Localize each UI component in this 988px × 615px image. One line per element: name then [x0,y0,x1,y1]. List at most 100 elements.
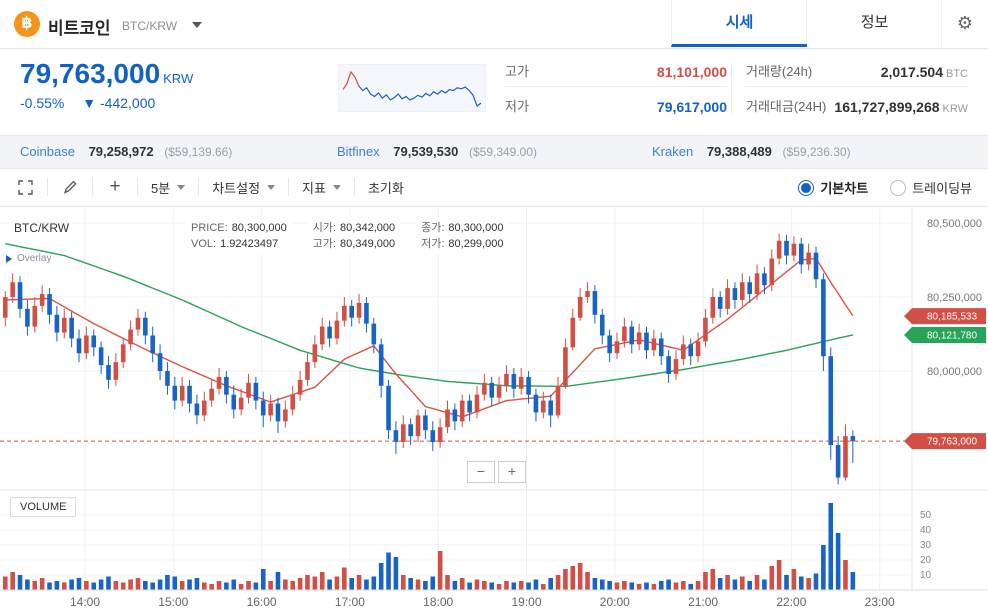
svg-text:15:00: 15:00 [158,595,188,609]
low-val: 80,299,000 [448,238,504,250]
chart-settings-dropdown[interactable]: 차트설정 [208,178,279,197]
turnover24h-unit: KRW [942,103,968,115]
toolbar-divider [92,178,93,196]
zoom-out-button[interactable]: − [467,461,495,483]
open-val: 80,342,000 [340,222,396,234]
svg-text:80,500,000: 80,500,000 [927,218,982,230]
chart-toolbar: + 5분 차트설정 지표 초기화 기본차트 트레이딩뷰 [0,168,988,207]
ohlc-close-low: 종가: 80,300,000 저가: 80,299,000 [415,218,510,254]
ohlc-open-high: 시가: 80,342,000 고가: 80,349,000 [306,218,402,254]
svg-text:20: 20 [920,555,932,566]
low-label: 저가 [505,99,529,114]
reset-button[interactable]: 초기화 [367,180,404,196]
high-label: 고가: [312,238,337,250]
vol-val: 1.92423497 [220,238,279,250]
bitcoin-icon: ฿ [14,11,40,37]
svg-text:40: 40 [920,525,932,536]
exchange-usd: ($59,139.66) [164,145,233,159]
exchange-price: 79,539,530 [393,144,459,159]
svg-text:30: 30 [920,540,932,551]
overlay-marker-icon [6,254,12,263]
svg-text:20:00: 20:00 [600,595,630,609]
svg-text:79,763,000: 79,763,000 [927,437,977,448]
chart-symbol-label: BTC/KRW [14,221,70,235]
exchange-item-coinbase: Coinbase 79,258,972 ($59,139.66) [20,136,232,168]
low-label: 저가: [421,238,445,250]
svg-text:17:00: 17:00 [335,595,365,609]
svg-text:22:00: 22:00 [776,595,806,609]
svg-text:80,121,780: 80,121,780 [927,330,977,341]
exchange-price: 79,388,489 [706,144,772,159]
indicator-label: 지표 [302,180,326,196]
fullscreen-icon[interactable] [12,176,38,198]
open-label: 시가: [312,222,337,234]
chevron-down-icon [177,184,186,190]
exchange-name: Kraken [652,144,694,159]
global-exchange-bar: Coinbase 79,258,972 ($59,139.66) Bitfine… [0,135,988,169]
svg-text:21:00: 21:00 [688,595,718,609]
radio-tradingview[interactable]: 트레이딩뷰 [890,178,972,197]
volume24h-value: 2,017.504 [880,64,943,80]
current-price: 79,763,000 KRW [20,58,193,90]
stats-divider [731,62,732,114]
volume-stats: 거래량(24h) 2,017.504 BTC 거래대금(24H) 161,727,… [746,58,968,121]
price-change: -0.55% ▼ -442,000 [20,95,155,111]
sparkline-svg [342,70,482,107]
exchange-price: 79,258,972 [88,144,154,159]
price-val: 80,300,000 [231,222,287,234]
toolbar-divider [137,178,138,196]
draw-pencil-icon[interactable] [57,176,83,198]
low-value: 79,617,000 [656,99,727,115]
price-currency: KRW [163,71,194,86]
coin-name: 비트코인 [48,19,111,38]
chart-type-radios: 기본차트 트레이딩뷰 [798,178,988,197]
radio-unselected-icon [890,179,907,196]
change-amount: ▼ -442,000 [82,95,155,111]
radio-selected-icon [798,179,815,196]
radio-basic-label: 기본차트 [820,180,869,196]
svg-text:19:00: 19:00 [511,595,541,609]
tab-market-price[interactable]: 시세 [671,0,807,47]
chart-settings-label: 차트설정 [212,180,261,196]
volume24h-label: 거래량(24h) [746,64,813,79]
high-value: 81,101,000 [656,64,727,80]
exchange-name: Coinbase [20,144,75,159]
overlay-legend[interactable]: Overlay [6,253,51,264]
interval-dropdown[interactable]: 5분 [147,178,189,197]
exchange-usd: ($59,236.30) [782,145,851,159]
zoom-in-button[interactable]: + [498,461,526,483]
exchange-name: Bitfinex [337,144,380,159]
overlay-label: Overlay [17,253,52,264]
toolbar-divider [288,178,290,196]
vol-label: VOL: [191,238,217,250]
price-label: PRICE: [191,222,228,234]
settings-gear-icon[interactable]: ⚙ [941,0,988,47]
chevron-down-icon [267,184,276,190]
high-low-stats: 고가 81,101,000 저가 79,617,000 [505,58,727,121]
candlestick-volume-chart[interactable]: 14:00 15:00 16:00 17:00 18:00 19:00 20:00 21:00… [0,207,988,615]
coin-selector-caret-icon[interactable] [192,22,202,28]
svg-text:16:00: 16:00 [247,595,277,609]
change-percent: -0.55% [20,95,65,111]
svg-text:23:00: 23:00 [865,595,895,609]
exchange-item-kraken: Kraken 79,388,489 ($59,236.30) [652,136,851,168]
svg-text:50: 50 [920,510,932,521]
interval-label: 5분 [151,180,171,196]
toolbar-divider [198,178,200,196]
price-sparkline [338,64,486,112]
toolbar-divider [353,178,355,196]
high-label: 고가 [505,64,529,79]
chevron-down-icon [332,184,341,190]
radio-basic-chart[interactable]: 기본차트 [798,178,868,197]
indicator-dropdown[interactable]: 지표 [298,178,345,197]
svg-text:10: 10 [920,570,932,581]
svg-text:80,185,533: 80,185,533 [927,312,977,323]
down-arrow-icon: ▼ [82,95,97,111]
add-indicator-plus-icon[interactable]: + [109,176,121,197]
high-val: 80,349,000 [340,238,396,250]
tab-info[interactable]: 정보 [806,0,942,44]
coin-pair: BTC/KRW [122,19,178,33]
change-amount-value: -442,000 [100,95,156,111]
turnover24h-label: 거래대금(24H) [746,99,827,114]
